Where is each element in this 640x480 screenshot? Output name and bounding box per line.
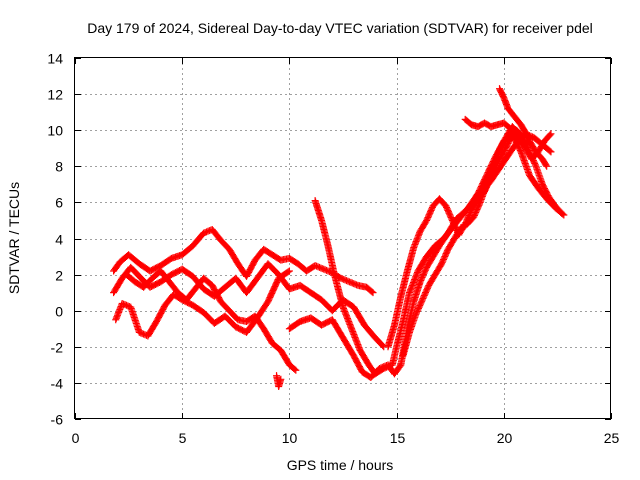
plus-marker (284, 268, 292, 276)
y-tick-label: 2 (55, 268, 63, 284)
plus-marker (547, 130, 555, 138)
y-tick-label: -6 (51, 412, 64, 428)
y-axis-label: SDTVAR / TECUs (6, 182, 22, 294)
axis-ticks (75, 58, 612, 420)
y-tick-label: 8 (55, 159, 63, 175)
plus-marker (285, 267, 293, 275)
grid (75, 58, 611, 419)
plus-marker (368, 288, 376, 296)
y-tick-label: -4 (51, 376, 64, 392)
x-tick-label: 5 (179, 430, 187, 446)
x-tick-label: 10 (282, 430, 298, 446)
series-track-5 (273, 372, 285, 391)
plus-marker (291, 365, 299, 373)
plus-marker (476, 200, 484, 208)
y-tick-label: -2 (51, 340, 64, 356)
series-track-4 (122, 267, 300, 374)
x-axis-label: GPS time / hours (287, 457, 394, 473)
series-track-10 (461, 115, 551, 170)
plus-marker (526, 135, 534, 143)
x-tick-label: 0 (72, 430, 80, 446)
x-tick-label: 20 (497, 430, 513, 446)
y-tick-label: 10 (47, 123, 63, 139)
plus-marker (547, 148, 555, 156)
series-track-11 (496, 85, 534, 143)
plot-frame (74, 57, 611, 419)
series-track-7 (311, 130, 568, 378)
plus-marker (546, 131, 554, 139)
y-tick-label: 0 (55, 304, 63, 320)
x-tick-label: 15 (390, 430, 406, 446)
y-tick-label: 6 (55, 195, 63, 211)
chart-title: Day 179 of 2024, Sidereal Day-to-day VTE… (87, 20, 593, 36)
tick-labels: 0 5 10 15 20 25 -6 -4 -2 0 2 4 6 8 10 12 14 (47, 51, 619, 447)
plus-marker (543, 162, 551, 170)
data-points (110, 85, 568, 391)
series-track-6 (285, 130, 555, 381)
plus-marker (531, 161, 539, 169)
plus-marker (525, 134, 533, 142)
plus-marker (546, 147, 554, 155)
plus-marker (277, 375, 285, 383)
plus-marker (292, 366, 300, 374)
plus-marker (558, 209, 566, 217)
series-track-2 (110, 260, 388, 351)
plus-marker (542, 161, 550, 169)
x-tick-label: 25 (604, 430, 620, 446)
y-tick-label: 12 (47, 87, 63, 103)
plus-marker (557, 208, 565, 216)
plus-marker (369, 289, 377, 297)
y-tick-label: 14 (47, 51, 63, 67)
series-track-1 (110, 225, 377, 297)
series-track-9 (399, 123, 555, 360)
y-tick-label: 4 (55, 232, 63, 248)
